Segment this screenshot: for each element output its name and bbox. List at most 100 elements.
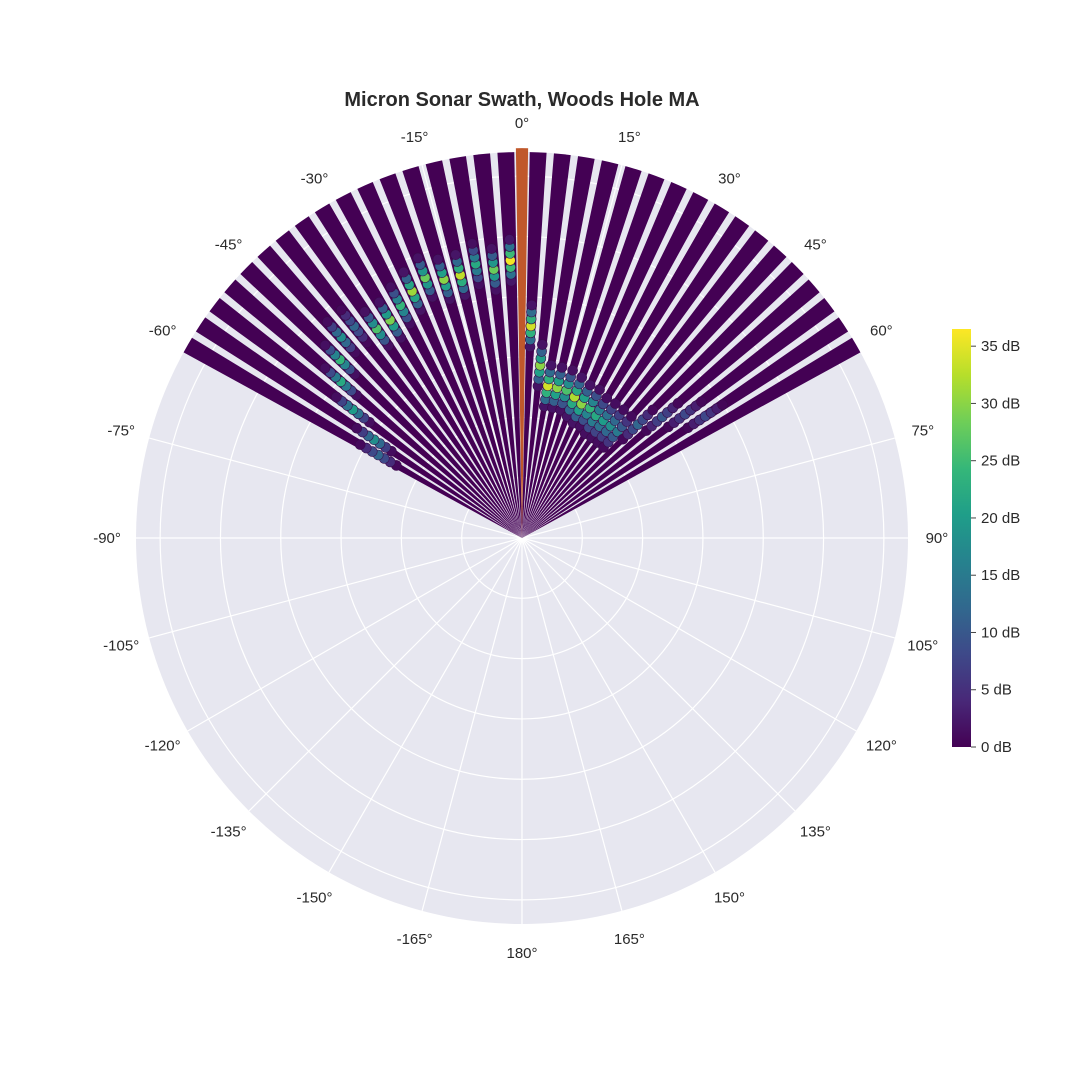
angular-gridline — [521, 164, 623, 539]
beam-wedge — [497, 152, 522, 538]
beam-wedge — [522, 261, 804, 538]
angular-tick-label: 105° — [907, 637, 938, 654]
beam-wedge — [335, 192, 522, 538]
return-point — [359, 306, 371, 317]
angular-tick-label: -45° — [215, 237, 243, 254]
beam-wedge — [522, 230, 769, 538]
angular-tick-label: 75° — [911, 423, 934, 440]
angular-tick-label: 180° — [506, 945, 537, 962]
colorbar-tick-label: 20 dB — [981, 510, 1020, 527]
angular-tick-label: 60° — [870, 323, 893, 340]
return-point — [594, 384, 605, 395]
beam-wedge — [522, 245, 787, 539]
colorbar-tick-label: 10 dB — [981, 624, 1020, 641]
return-point — [545, 359, 557, 371]
return-point — [556, 362, 568, 373]
sonar-swath — [183, 148, 861, 539]
angular-tick-label: 165° — [614, 931, 645, 948]
angular-tick-label: 135° — [800, 823, 831, 840]
return-point — [351, 422, 363, 434]
return-point — [696, 396, 707, 408]
beam-wedge — [522, 182, 687, 538]
return-point — [354, 439, 366, 450]
beam-wedge — [183, 337, 522, 538]
beam-wedge — [522, 337, 861, 538]
beam-wedge — [522, 192, 709, 538]
angular-tick-label: -15° — [401, 129, 429, 146]
colorbar-tick-label: 0 dB — [981, 739, 1012, 756]
return-point — [537, 339, 548, 350]
chart-title: Micron Sonar Swath, Woods Hole MA — [344, 89, 699, 111]
angular-tick-label: 45° — [804, 237, 827, 254]
sonar-returns — [319, 234, 728, 471]
angular-gridline — [521, 537, 796, 812]
angular-tick-label: 120° — [866, 737, 897, 754]
return-point — [450, 249, 461, 260]
beam-wedge — [522, 156, 595, 539]
return-point — [373, 296, 385, 308]
angular-gridline — [148, 537, 523, 639]
return-point — [576, 372, 588, 383]
angular-tick-label: -120° — [145, 737, 181, 754]
return-point — [385, 281, 397, 293]
beam-wedge — [522, 173, 665, 538]
return-point — [486, 243, 497, 254]
return-point — [432, 254, 444, 265]
angular-gridline — [248, 537, 523, 812]
colorbar-ticks: 0 dB 5 dB 10 dB 15 dB 20 dB 25 dB 30 dB 35 dB — [971, 338, 1020, 756]
angular-gridline — [521, 537, 716, 873]
return-point — [526, 299, 538, 311]
angular-tick-labels: 0° 15° 30° 45° 60° 75° 90° 105° 120° 135° 150° 165°… — [93, 115, 948, 962]
colorbar-tick-label: 15 dB — [981, 567, 1020, 584]
angular-tick-label: 15° — [618, 129, 641, 146]
angular-tick-label: -90° — [93, 530, 121, 547]
return-point — [330, 391, 342, 403]
colorbar-tick-label: 5 dB — [981, 682, 1012, 699]
return-point — [412, 252, 424, 264]
beam-wedge — [522, 166, 642, 539]
beam-wedge — [449, 156, 522, 539]
return-point — [618, 404, 629, 416]
angular-gridline — [521, 537, 857, 732]
return-point — [466, 238, 478, 249]
angular-gridline — [148, 437, 523, 539]
return-point — [319, 339, 331, 351]
beam-wedge — [522, 203, 730, 538]
beam-wedge — [240, 261, 522, 538]
beam-wedge — [224, 279, 522, 538]
return-point — [672, 398, 684, 409]
return-point — [626, 411, 637, 422]
return-point — [584, 379, 596, 391]
return-point — [335, 304, 347, 316]
return-point — [504, 234, 515, 245]
beam-wedge — [402, 166, 522, 539]
beam-wedge — [473, 153, 522, 538]
angular-tick-label: -105° — [103, 637, 139, 654]
return-point — [601, 392, 613, 404]
angular-gridline — [421, 537, 523, 912]
angular-gridline — [521, 437, 896, 539]
colorbar-tick-label: 25 dB — [981, 453, 1020, 470]
return-point — [717, 399, 728, 411]
angular-tick-label: -30° — [301, 171, 329, 188]
return-point — [647, 404, 659, 416]
beam-wedge — [522, 216, 750, 538]
return-point — [398, 266, 409, 278]
angular-tick-label: -135° — [211, 823, 247, 840]
return-point — [610, 398, 621, 409]
beam-wedge — [425, 160, 522, 539]
angular-tick-label: -165° — [397, 931, 433, 948]
colorbar: 0 dB 5 dB 10 dB 15 dB 20 dB 25 dB 30 dB 35 dB — [952, 329, 1020, 756]
angular-tick-label: 150° — [714, 889, 745, 906]
beam-wedge — [294, 216, 522, 538]
angular-tick-label: -75° — [107, 423, 135, 440]
colorbar-tick-label: 35 dB — [981, 338, 1020, 355]
return-point — [319, 362, 331, 374]
angular-gridline — [421, 164, 523, 539]
angular-gridline — [521, 537, 623, 912]
colorbar-tick-label: 30 dB — [981, 395, 1020, 412]
angular-tick-label: -150° — [297, 889, 333, 906]
angular-gridline — [521, 537, 896, 639]
beam-wedge — [314, 203, 522, 538]
